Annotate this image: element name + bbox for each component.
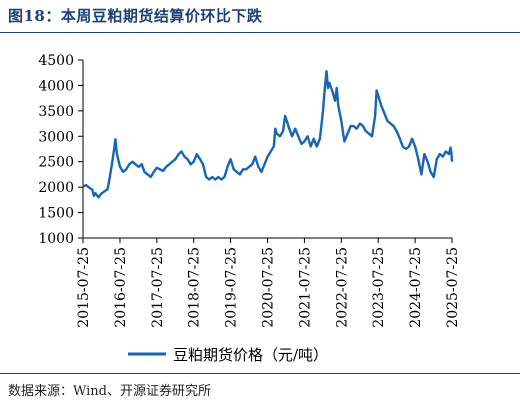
x-tick-label: 2018-07-25 (187, 247, 203, 328)
source-rule (0, 373, 520, 374)
title-rule (0, 32, 520, 33)
x-tick-label: 2021-07-25 (297, 247, 313, 328)
legend: 豆粕期货价格（元/吨） (128, 346, 328, 364)
line-chart: 1000 1500 2000 2500 3000 3500 4000 4500 2015-07… (38, 53, 461, 364)
x-tick-label: 2019-07-25 (224, 247, 240, 328)
y-tick-label: 3000 (38, 129, 74, 145)
y-tick-label: 1500 (38, 206, 74, 222)
y-tick-label: 3500 (38, 104, 74, 120)
series-layer (82, 70, 454, 199)
series-line-soymeal-futures (82, 70, 454, 199)
x-tick-label: 2025-07-25 (445, 247, 461, 328)
y-tick-label: 4000 (38, 78, 74, 94)
x-tick-label: 2020-07-25 (261, 247, 277, 328)
x-tick-label: 2016-07-25 (113, 247, 129, 328)
x-tick-label: 2017-07-25 (150, 247, 166, 328)
y-tick-label: 2000 (38, 180, 74, 196)
y-axis: 1000 1500 2000 2500 3000 3500 4000 4500 (38, 53, 84, 247)
x-tick-label: 2023-07-25 (371, 247, 387, 328)
y-tick-label: 2500 (38, 155, 74, 171)
figure-title: 图18：本周豆粕期货结算价环比下跌 (8, 7, 263, 25)
y-tick-label: 4500 (38, 53, 74, 69)
source-note: 数据来源：Wind、开源证券研究所 (8, 384, 211, 399)
x-tick-label: 2022-07-25 (334, 247, 350, 328)
x-tick-label: 2024-07-25 (408, 247, 424, 328)
x-tick-label: 2015-07-25 (76, 247, 92, 328)
x-axis: 2015-07-25 2016-07-25 2017-07-25 2018-07-25… (76, 237, 461, 328)
legend-label: 豆粕期货价格（元/吨） (173, 346, 328, 364)
y-tick-label: 1000 (38, 231, 74, 247)
